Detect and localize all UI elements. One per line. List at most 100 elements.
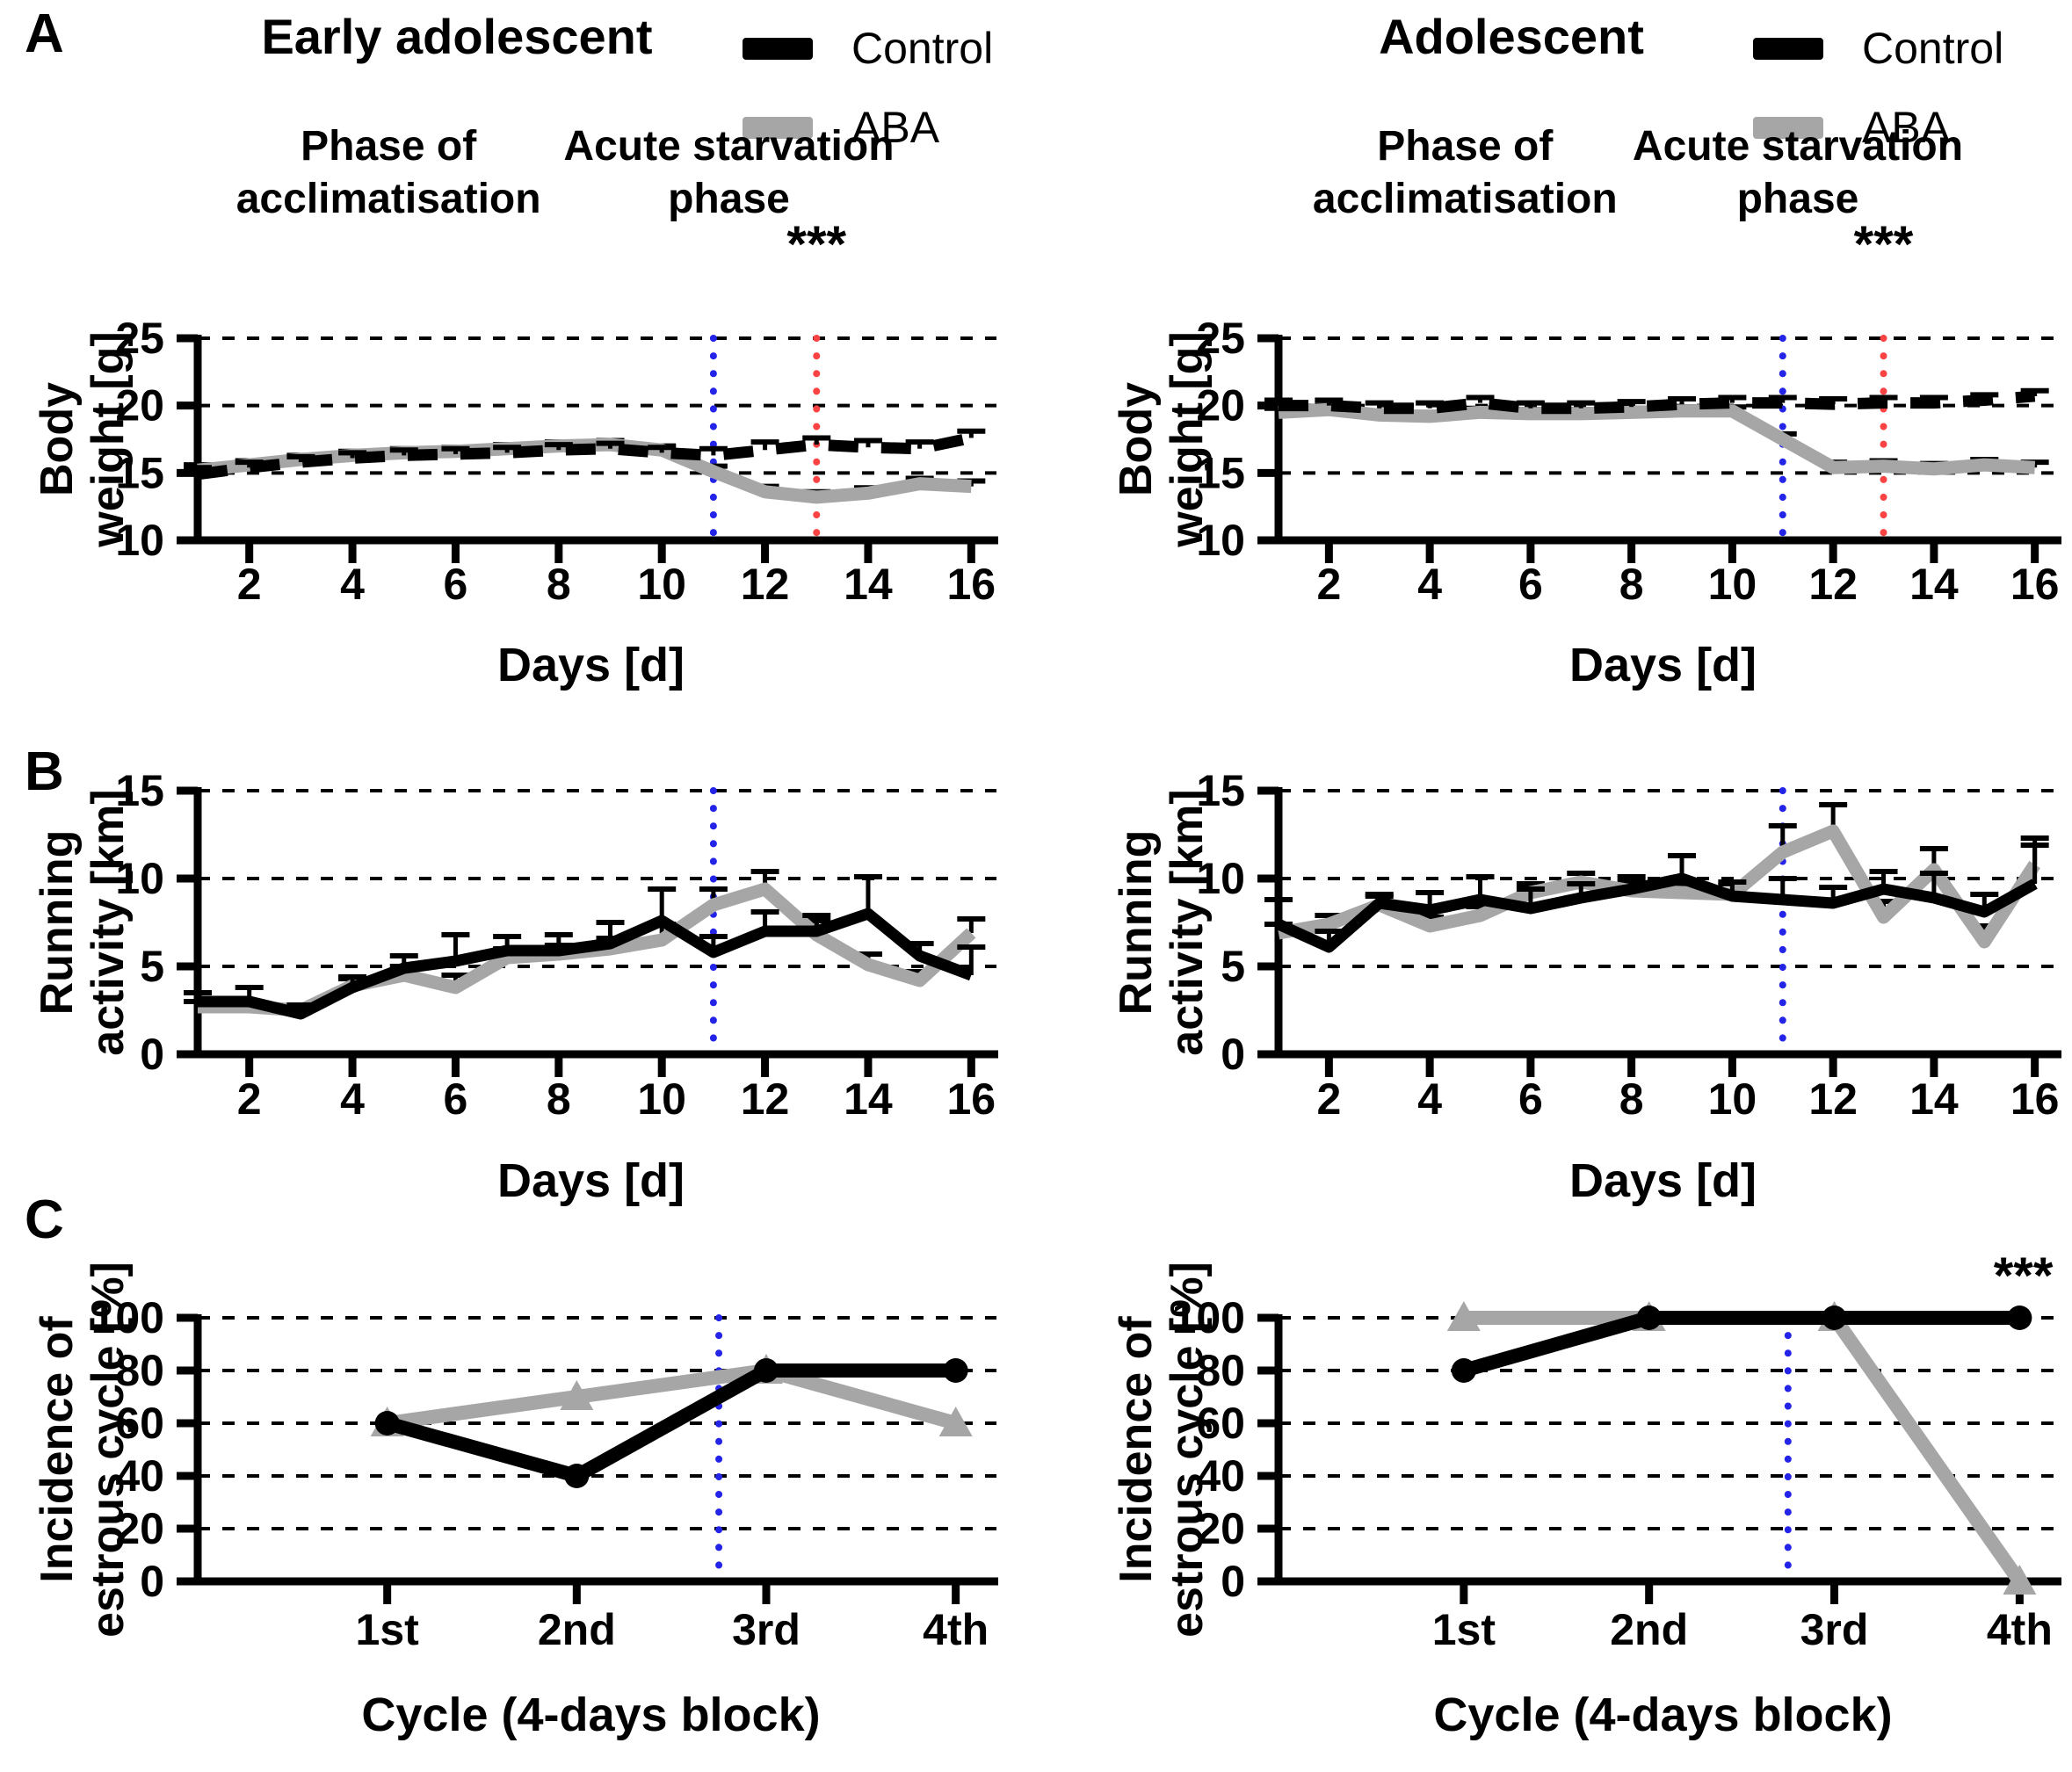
- svg-text:6: 6: [1518, 560, 1543, 609]
- series-control: [184, 874, 986, 1020]
- svg-text:25: 25: [1196, 314, 1245, 363]
- series-control-line: [198, 908, 974, 1020]
- chart-running-adolescent: 0 5 10 15 2 4 6 8 10 12 14 16 Running activity [km] Da…: [1081, 712, 2072, 1234]
- control-line-swatch: [1753, 37, 1823, 60]
- series-control-error-bars: [1264, 835, 2049, 947]
- svg-text:12: 12: [741, 1074, 790, 1124]
- phase-label: Acute starvation: [1633, 123, 1963, 170]
- chart-svg-bodyweight-early: 10 15 20 25 2 4 6 8 10 12 14 16 Body weight [g] Days […: [32, 123, 998, 691]
- legend-label-aba: ABA: [1862, 103, 1951, 152]
- svg-text:8: 8: [1619, 560, 1644, 609]
- gridlines: [198, 1316, 996, 1530]
- series-control-line: [1279, 390, 2036, 415]
- y-axis-label-line: Running: [32, 830, 83, 1016]
- y-axis-label-line: activity [km]: [1162, 789, 1213, 1055]
- y-axis-label-line: Body: [32, 382, 83, 496]
- svg-text:0: 0: [1221, 1557, 1245, 1606]
- svg-text:4: 4: [340, 560, 365, 609]
- svg-text:8: 8: [547, 560, 571, 609]
- series-control: [1264, 835, 2049, 953]
- x-axis-label: Cycle (4-days block): [361, 1689, 820, 1741]
- phase-label: Acute starvation: [563, 123, 894, 170]
- svg-text:1st: 1st: [1432, 1605, 1496, 1654]
- svg-text:40: 40: [1196, 1451, 1245, 1501]
- svg-text:16: 16: [2010, 560, 2060, 609]
- legend-item-control: Control: [743, 26, 993, 70]
- svg-text:5: 5: [140, 942, 164, 991]
- svg-text:20: 20: [1196, 1504, 1245, 1553]
- svg-text:12: 12: [1808, 1074, 1858, 1124]
- svg-text:2: 2: [237, 1074, 262, 1124]
- control-point-marker: [943, 1358, 968, 1383]
- svg-text:10: 10: [637, 560, 686, 609]
- axes: [1257, 1313, 2061, 1604]
- y-axis-label-line: weight [g]: [1162, 331, 1213, 548]
- svg-text:6: 6: [444, 1074, 468, 1124]
- column-title-adolescent: Adolescent: [1379, 9, 1644, 64]
- svg-text:16: 16: [2010, 1074, 2060, 1124]
- svg-text:2nd: 2nd: [538, 1605, 616, 1654]
- svg-text:2: 2: [1316, 560, 1341, 609]
- phase-label: phase: [668, 176, 790, 222]
- phase-label: Phase of: [1377, 123, 1554, 170]
- phase-label: acclimatisation: [1313, 176, 1618, 222]
- chart-bodyweight-early-adolescent: 10 15 20 25 2 4 6 8 10 12 14 16 Body weight [g] Days […: [26, 105, 1028, 716]
- aba-line-swatch: [1753, 116, 1823, 139]
- series-control: [1451, 1305, 2032, 1383]
- svg-text:25: 25: [115, 314, 164, 363]
- legend-label-aba: ABA: [851, 103, 940, 152]
- control-point-marker: [564, 1464, 590, 1488]
- series-control: [1264, 387, 2049, 415]
- svg-text:15: 15: [1196, 448, 1245, 497]
- legend-item-aba: ABA: [743, 105, 993, 149]
- svg-text:10: 10: [115, 516, 164, 565]
- axes: [1257, 786, 2061, 1077]
- svg-text:20: 20: [115, 1504, 164, 1553]
- chart-running-early-adolescent: 0 5 10 15 2 4 6 8 10 12 14 16 Running activity [km] Da…: [26, 712, 1028, 1234]
- svg-text:14: 14: [1909, 1074, 1959, 1124]
- x-axis-label: Cycle (4-days block): [1433, 1689, 1892, 1741]
- svg-text:40: 40: [115, 1451, 164, 1501]
- svg-text:16: 16: [947, 560, 996, 609]
- y-axis-label-line: weight [g]: [83, 331, 134, 548]
- y-axis-label-line: estrous cycle [%]: [83, 1262, 134, 1638]
- svg-text:2: 2: [1316, 1074, 1341, 1124]
- svg-text:12: 12: [1808, 560, 1858, 609]
- panel-label-a: A: [25, 4, 64, 64]
- phase-label: phase: [1737, 176, 1859, 222]
- chart-svg-running-adolescent: 0 5 10 15 2 4 6 8 10 12 14 16 Running activity [km] Da…: [1111, 766, 2061, 1207]
- series-aba: [1264, 402, 2049, 476]
- legend-left: Control ABA: [743, 26, 993, 149]
- axes: [177, 334, 998, 563]
- legend-right: Control ABA: [1753, 26, 2003, 149]
- column-title-early-adolescent: Early adolescent: [261, 9, 653, 64]
- series-aba: [184, 869, 986, 1017]
- svg-text:10: 10: [1708, 560, 1757, 609]
- legend-label-control: Control: [1862, 24, 2004, 73]
- chart-estrous-early-adolescent: 0 20 40 60 80 100 1st 2nd 3rd 4th Incidence of estr…: [26, 1221, 1028, 1772]
- svg-text:2: 2: [237, 560, 262, 609]
- axes: [177, 786, 998, 1077]
- svg-text:0: 0: [140, 1557, 164, 1606]
- svg-text:10: 10: [637, 1074, 686, 1124]
- svg-text:60: 60: [1196, 1399, 1245, 1448]
- svg-text:10: 10: [115, 854, 164, 903]
- x-axis-label: Days [d]: [1569, 1154, 1757, 1207]
- legend-item-control: Control: [1753, 26, 2003, 70]
- significance-stars: ***: [1994, 1248, 2054, 1305]
- svg-text:12: 12: [741, 560, 790, 609]
- axes: [1257, 334, 2061, 563]
- control-line-swatch: [743, 37, 813, 60]
- svg-text:20: 20: [115, 381, 164, 430]
- svg-text:80: 80: [115, 1346, 164, 1395]
- chart-bodyweight-adolescent: 10 15 20 25 2 4 6 8 10 12 14 16 Body weight [g] Days […: [1081, 105, 2072, 716]
- y-axis-label-line: estrous cycle [%]: [1162, 1262, 1213, 1638]
- series-control: [374, 1358, 968, 1488]
- series-control-line: [1461, 1311, 2020, 1378]
- panel-label-b: B: [25, 741, 64, 802]
- series-aba-line: [386, 1363, 958, 1430]
- svg-text:10: 10: [1196, 854, 1245, 903]
- control-point-marker: [753, 1358, 779, 1383]
- svg-text:5: 5: [1221, 942, 1245, 991]
